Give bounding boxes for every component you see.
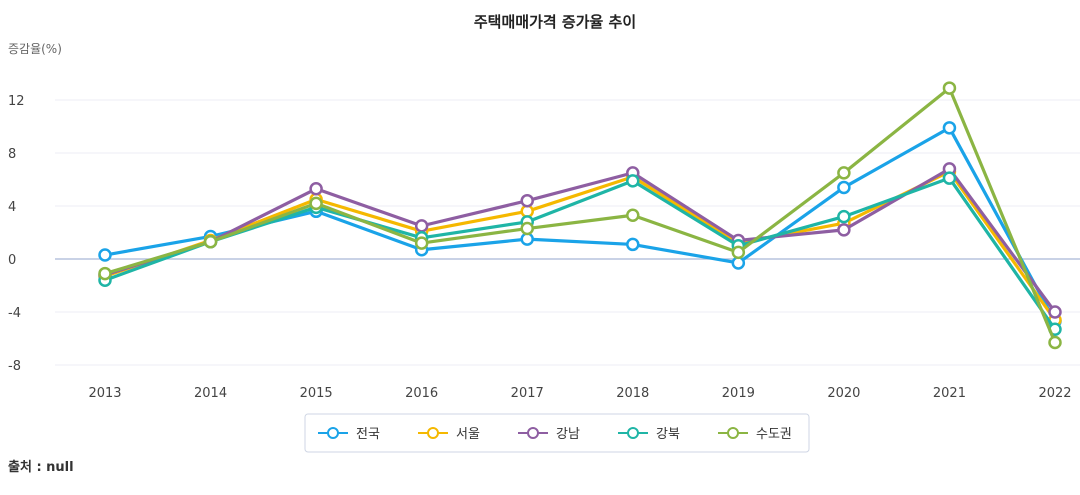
x-tick-label: 2013 <box>88 386 121 401</box>
source-label: 출처 : null <box>8 460 74 475</box>
y-axis-ticks: 12 8 4 0 -4 -8 <box>8 94 25 374</box>
data-point[interactable] <box>942 121 957 135</box>
y-axis-label: 증감율(%) <box>8 42 62 56</box>
legend-marker <box>627 427 639 439</box>
legend-item-강북[interactable]: 강북 <box>618 427 680 442</box>
data-point[interactable] <box>731 245 746 260</box>
data-point[interactable] <box>837 223 851 237</box>
chart-title: 주택매매가격 증가율 추이 <box>474 13 636 31</box>
data-point[interactable] <box>414 219 429 233</box>
x-tick-label: 2017 <box>511 386 544 401</box>
data-point[interactable] <box>203 235 218 249</box>
series-line <box>104 176 1057 331</box>
y-tick-label: 0 <box>8 253 16 268</box>
x-tick-label: 2016 <box>405 386 438 401</box>
x-tick-label: 2020 <box>827 386 860 401</box>
legend-marker <box>527 427 539 439</box>
data-point[interactable] <box>520 221 534 236</box>
data-point[interactable] <box>520 193 534 208</box>
x-axis-ticks: 2013 2014 2015 2016 2017 2018 2019 2020 2021 2022 <box>88 386 1071 401</box>
legend-label: 강남 <box>556 427 580 442</box>
series-lines <box>98 81 1062 350</box>
data-point[interactable] <box>414 236 429 250</box>
legend-label: 수도권 <box>756 427 792 442</box>
legend-item-전국[interactable]: 전국 <box>318 427 380 442</box>
data-point[interactable] <box>309 196 323 211</box>
legend[interactable]: 전국 서울 강남 강북 수도권 <box>304 413 810 453</box>
data-point[interactable] <box>837 209 851 224</box>
data-point[interactable] <box>309 182 323 196</box>
series-수도권 <box>98 81 1062 350</box>
x-tick-label: 2015 <box>300 386 333 401</box>
x-tick-label: 2019 <box>722 386 755 401</box>
x-tick-label: 2018 <box>616 386 649 401</box>
y-tick-label: 4 <box>8 200 16 215</box>
data-point[interactable] <box>1048 305 1062 319</box>
data-point[interactable] <box>1048 335 1062 350</box>
legend-label: 전국 <box>356 427 380 442</box>
data-point[interactable] <box>626 237 640 252</box>
legend-label: 서울 <box>456 427 480 442</box>
series-line <box>104 169 1057 321</box>
y-tick-label: -4 <box>8 306 21 321</box>
data-point[interactable] <box>626 208 640 223</box>
y-tick-label: 12 <box>8 94 25 109</box>
x-tick-label: 2021 <box>933 386 966 401</box>
data-point[interactable] <box>837 180 851 195</box>
series-line <box>104 167 1057 313</box>
series-line <box>104 86 1057 344</box>
data-point[interactable] <box>98 266 112 281</box>
legend-marker <box>327 427 339 439</box>
y-tick-label: -8 <box>8 359 21 374</box>
series-강북 <box>98 171 1062 336</box>
data-point[interactable] <box>98 248 112 262</box>
legend-marker <box>427 427 439 439</box>
data-point[interactable] <box>942 171 957 185</box>
legend-item-강남[interactable]: 강남 <box>518 427 580 442</box>
x-tick-label: 2022 <box>1038 386 1071 401</box>
y-tick-label: 8 <box>8 147 16 162</box>
data-point[interactable] <box>626 174 640 188</box>
data-point[interactable] <box>837 166 851 180</box>
legend-label: 강북 <box>656 427 680 442</box>
legend-box <box>304 413 810 453</box>
legend-item-서울[interactable]: 서울 <box>418 427 480 442</box>
legend-marker <box>727 427 739 439</box>
legend-item-수도권[interactable]: 수도권 <box>718 427 792 442</box>
x-tick-label: 2014 <box>194 386 227 401</box>
data-point[interactable] <box>942 81 957 95</box>
